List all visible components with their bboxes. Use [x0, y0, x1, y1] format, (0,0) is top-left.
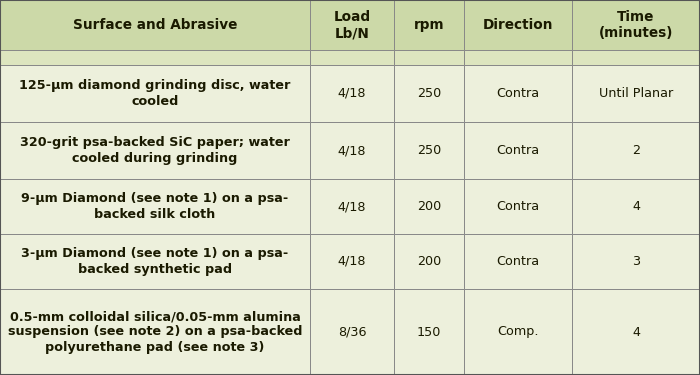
Bar: [310, 65, 394, 122]
Bar: [394, 234, 464, 289]
Bar: [464, 50, 572, 65]
Bar: [394, 289, 464, 375]
Bar: [310, 289, 394, 375]
Text: Load
Lb/N: Load Lb/N: [333, 10, 370, 40]
Bar: [0, 234, 310, 289]
Text: 0.5-mm colloidal silica/0.05-mm alumina
suspension (see note 2) on a psa-backed
: 0.5-mm colloidal silica/0.05-mm alumina …: [8, 310, 302, 354]
Bar: [310, 122, 394, 179]
Bar: [572, 289, 700, 375]
Text: Contra: Contra: [496, 200, 540, 213]
Bar: [572, 179, 700, 234]
Text: 320-grit psa-backed SiC paper; water
cooled during grinding: 320-grit psa-backed SiC paper; water coo…: [20, 136, 290, 165]
Bar: [394, 50, 464, 65]
Bar: [0, 65, 310, 122]
Text: Surface and Abrasive: Surface and Abrasive: [73, 18, 237, 32]
Bar: [310, 0, 394, 50]
Bar: [572, 122, 700, 179]
Bar: [464, 289, 572, 375]
Text: 8/36: 8/36: [337, 326, 366, 339]
Text: 200: 200: [417, 200, 441, 213]
Text: 4: 4: [632, 200, 640, 213]
Bar: [572, 234, 700, 289]
Text: 250: 250: [417, 87, 441, 100]
Text: Until Planar: Until Planar: [599, 87, 673, 100]
Bar: [394, 122, 464, 179]
Bar: [0, 122, 310, 179]
Bar: [464, 65, 572, 122]
Text: 4/18: 4/18: [337, 144, 366, 157]
Bar: [394, 179, 464, 234]
Text: 3-μm Diamond (see note 1) on a psa-
backed synthetic pad: 3-μm Diamond (see note 1) on a psa- back…: [22, 247, 288, 276]
Text: 4/18: 4/18: [337, 200, 366, 213]
Bar: [572, 50, 700, 65]
Text: 4/18: 4/18: [337, 255, 366, 268]
Bar: [394, 0, 464, 50]
Text: Contra: Contra: [496, 144, 540, 157]
Bar: [310, 234, 394, 289]
Bar: [464, 179, 572, 234]
Text: 200: 200: [417, 255, 441, 268]
Bar: [0, 289, 310, 375]
Bar: [0, 0, 310, 50]
Bar: [0, 179, 310, 234]
Bar: [572, 65, 700, 122]
Bar: [310, 179, 394, 234]
Text: 150: 150: [416, 326, 441, 339]
Text: 2: 2: [632, 144, 640, 157]
Text: Time
(minutes): Time (minutes): [598, 10, 673, 40]
Text: 125-μm diamond grinding disc, water
cooled: 125-μm diamond grinding disc, water cool…: [20, 79, 290, 108]
Bar: [0, 50, 310, 65]
Bar: [394, 65, 464, 122]
Text: 4/18: 4/18: [337, 87, 366, 100]
Text: 4: 4: [632, 326, 640, 339]
Text: Contra: Contra: [496, 255, 540, 268]
Text: 3: 3: [632, 255, 640, 268]
Text: Comp.: Comp.: [497, 326, 539, 339]
Text: Contra: Contra: [496, 87, 540, 100]
Text: Direction: Direction: [483, 18, 553, 32]
Bar: [572, 0, 700, 50]
Bar: [464, 122, 572, 179]
Bar: [464, 234, 572, 289]
Text: 9-μm Diamond (see note 1) on a psa-
backed silk cloth: 9-μm Diamond (see note 1) on a psa- back…: [22, 192, 288, 221]
Text: 250: 250: [417, 144, 441, 157]
Bar: [464, 0, 572, 50]
Text: rpm: rpm: [414, 18, 444, 32]
Bar: [310, 50, 394, 65]
